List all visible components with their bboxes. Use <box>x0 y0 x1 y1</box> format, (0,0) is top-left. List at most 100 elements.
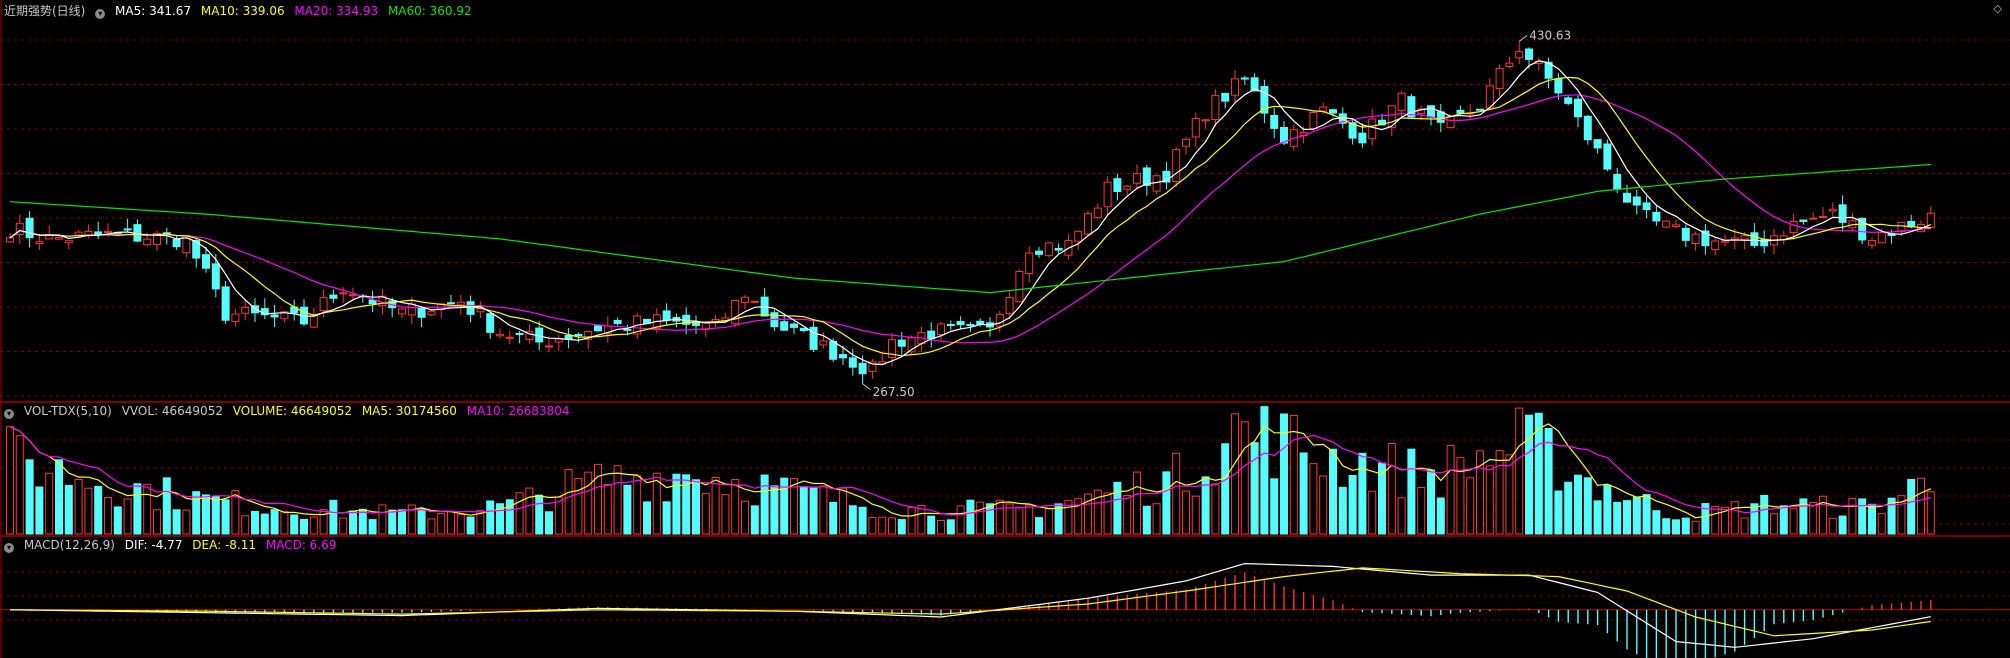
volume-bar <box>1799 498 1808 535</box>
volume-bar <box>84 487 93 535</box>
volume-bar <box>202 494 210 535</box>
volume-bar <box>1260 406 1269 535</box>
volume-panel-header: ▾ VOL-TDX(5,10) VVOL: 46649052 VOLUME: 4… <box>4 404 576 419</box>
volume-bar <box>1270 478 1279 535</box>
candle-up <box>1005 297 1014 314</box>
volume-bar <box>809 486 818 535</box>
volume-bar <box>897 519 906 535</box>
ma5-line <box>9 60 1932 366</box>
volume-bar <box>388 509 397 535</box>
volume-bar <box>633 475 642 535</box>
volume-bar <box>907 506 916 535</box>
candle-down <box>1799 219 1808 222</box>
volume-bar <box>839 487 847 535</box>
candle-down <box>192 240 201 259</box>
chevron-down-icon[interactable]: ▾ <box>95 9 106 19</box>
volume-bar <box>466 516 475 535</box>
volume-bar <box>35 486 44 535</box>
volume-bar <box>1162 471 1171 535</box>
volume-bar <box>55 459 63 535</box>
volume-bar <box>182 509 191 535</box>
volume-bar <box>701 493 710 535</box>
candle-up <box>1789 220 1798 233</box>
volume-bar <box>1015 506 1024 535</box>
ma60-label: MA60: 360.92 <box>387 4 472 18</box>
volume-bar <box>1436 497 1445 535</box>
candle-down <box>417 307 426 318</box>
diamond-icon[interactable]: ◇ <box>1993 2 2002 15</box>
chevron-down-icon[interactable]: ▾ <box>4 409 14 419</box>
volume-bar <box>1005 503 1014 535</box>
candle-up <box>1182 138 1190 147</box>
volume-bar <box>1289 415 1298 535</box>
candle-up <box>1084 213 1092 235</box>
candle-up <box>1897 221 1906 232</box>
volume-bar <box>456 514 465 535</box>
candle-up <box>1809 217 1818 220</box>
candle-up <box>496 333 504 337</box>
volume-bar <box>113 506 122 535</box>
candle-down <box>848 357 857 368</box>
volume-bar <box>1368 490 1377 535</box>
volume-bar <box>525 487 534 535</box>
candle-down <box>1593 139 1602 149</box>
volume-bar <box>515 492 524 535</box>
candle-up <box>1721 240 1729 243</box>
volume-bar <box>1309 463 1318 535</box>
vol-ma10-label: MA10: 26683804 <box>466 404 570 418</box>
volume-bar <box>1760 494 1769 535</box>
volume-bar <box>1280 413 1288 535</box>
candle-down <box>1162 170 1171 183</box>
macd-series <box>9 562 1932 658</box>
candle-up <box>64 240 73 244</box>
chevron-down-icon[interactable]: ▾ <box>4 543 14 553</box>
candle-up <box>741 296 749 303</box>
volume-bar <box>1564 481 1573 535</box>
candle-down <box>368 299 377 305</box>
volume-bar <box>378 504 387 535</box>
volume-bar <box>1877 513 1886 535</box>
volume-bar <box>192 491 201 535</box>
volume-bar <box>241 515 250 535</box>
candle-down <box>25 217 34 239</box>
candle-up <box>1152 175 1161 192</box>
candle-down <box>172 238 181 248</box>
volume-bar <box>1907 478 1916 535</box>
main-title: 近期强势(日线) <box>4 4 86 18</box>
candle-up <box>1172 149 1181 182</box>
volume-bar <box>319 509 328 535</box>
volume-bar <box>1623 500 1631 535</box>
volume-bar <box>1035 517 1043 535</box>
volume-bar <box>231 490 240 535</box>
candle-down <box>1525 48 1533 60</box>
volume-bar <box>1397 497 1406 535</box>
volume-bar <box>211 495 220 535</box>
volume-bar <box>486 500 495 535</box>
volume-bar <box>280 510 289 535</box>
ma10-label: MA10: 339.06 <box>200 4 285 18</box>
volume-bar <box>1838 515 1847 535</box>
volume-bar <box>1407 448 1416 535</box>
candle-up <box>74 231 83 236</box>
candle-up <box>1231 78 1239 96</box>
volume-bar <box>594 463 602 535</box>
candle-up <box>1819 216 1827 219</box>
candle-down <box>1613 173 1622 190</box>
volume-bar <box>437 513 446 535</box>
volume-bar <box>692 479 700 535</box>
candle-up <box>349 294 357 297</box>
volume-bar <box>721 494 730 535</box>
volume-bar <box>6 426 14 535</box>
volume-bar <box>584 471 593 535</box>
volume-bar <box>1887 497 1896 535</box>
volume-bar <box>1113 481 1122 535</box>
volume-bar <box>643 501 651 535</box>
volume-bar <box>153 509 161 535</box>
candle-up <box>1672 224 1680 228</box>
candle-up <box>937 323 945 336</box>
volume-bar <box>1711 505 1720 535</box>
volume-bar <box>1750 503 1759 535</box>
volume-bar <box>966 499 975 535</box>
